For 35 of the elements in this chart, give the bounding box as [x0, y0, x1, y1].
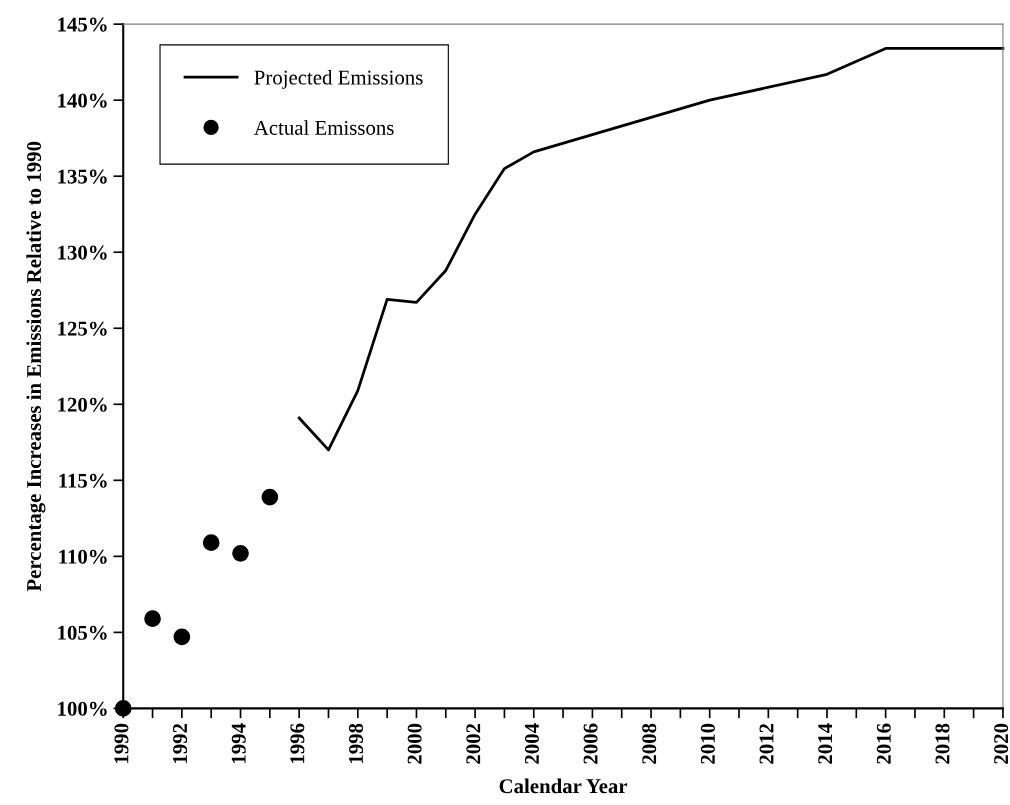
x-tick-label: 2004 — [524, 723, 539, 764]
x-tick-label: 1998 — [348, 723, 364, 763]
y-tick-label: 115% — [59, 473, 107, 488]
x-tick-label: 1990 — [114, 723, 129, 763]
y-tick-label: 130% — [58, 245, 107, 260]
y-tick-label: 110% — [59, 549, 107, 564]
y-tick-label: 135% — [58, 169, 107, 184]
y-tick-label: 105% — [58, 625, 107, 640]
y-axis-title: Percentage Increases in Emissions Relative to 1990 — [26, 141, 46, 592]
x-tick-label: 1996 — [290, 723, 305, 763]
point — [261, 488, 279, 506]
y-tick-label: 140% — [58, 93, 107, 108]
x-tick-label: 2018 — [935, 723, 950, 764]
y-tick-label: 125% — [58, 321, 107, 336]
x-axis-title: Calendar Year — [499, 778, 628, 794]
x-tick-label: 1994 — [231, 723, 246, 763]
x-tick-label: 2010 — [700, 723, 715, 764]
x-tick-label: 2000 — [407, 723, 422, 764]
x-tick-label: 2020 — [994, 723, 1009, 764]
legend-label: Projected Emissions — [254, 69, 423, 89]
point — [232, 544, 249, 562]
legend-label: Actual Emissons — [253, 120, 394, 135]
x-tick-label: 2016 — [876, 723, 891, 764]
x-tick-label: 2006 — [583, 723, 598, 764]
x-tick-label: 2002 — [466, 723, 481, 764]
x-tick-label: 1992 — [173, 723, 188, 763]
x-tick-label: 2014 — [818, 723, 833, 764]
point — [173, 628, 191, 646]
y-tick-label: 100% — [58, 701, 107, 716]
y-tick-label: 145% — [58, 17, 107, 32]
point — [144, 610, 161, 628]
point — [202, 534, 220, 551]
y-tick-label: 120% — [58, 397, 107, 412]
x-tick-label: 2012 — [759, 723, 774, 764]
x-tick-label: 2008 — [642, 723, 657, 764]
